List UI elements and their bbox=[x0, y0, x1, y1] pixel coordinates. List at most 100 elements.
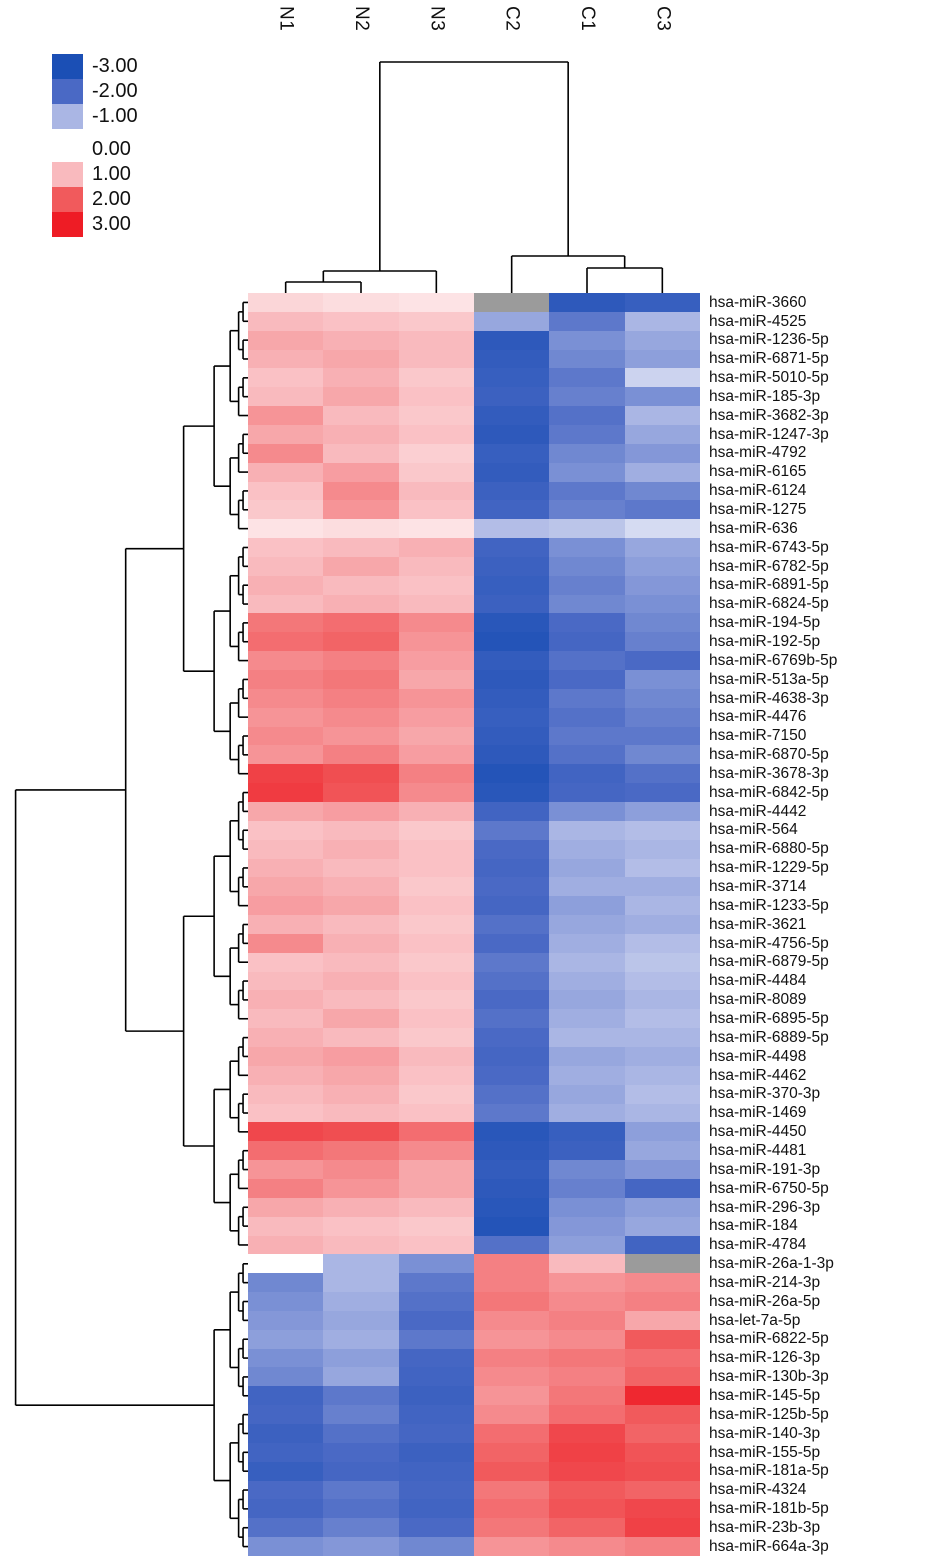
heatmap-cell bbox=[323, 651, 399, 670]
heatmap-cell bbox=[624, 613, 700, 633]
row-label: hsa-miR-140-3p bbox=[709, 1424, 821, 1442]
heatmap-cell bbox=[248, 1047, 324, 1066]
heatmap-cell bbox=[248, 1084, 324, 1104]
heatmap-cell bbox=[474, 971, 550, 991]
heatmap-cell bbox=[398, 651, 474, 670]
heatmap-cell bbox=[474, 311, 550, 331]
heatmap-cell bbox=[549, 387, 625, 407]
heatmap-cell bbox=[624, 1367, 700, 1387]
heatmap-cell bbox=[323, 858, 399, 878]
heatmap-cell bbox=[474, 575, 550, 595]
heatmap-cell bbox=[549, 594, 625, 614]
heatmap-cell bbox=[549, 1160, 625, 1179]
heatmap-cell bbox=[624, 500, 700, 520]
heatmap-cell bbox=[398, 839, 474, 859]
heatmap-cell bbox=[549, 1028, 625, 1048]
heatmap-cell bbox=[323, 1461, 399, 1481]
heatmap-cell bbox=[323, 519, 399, 539]
heatmap-cell bbox=[398, 1047, 474, 1066]
heatmap-cell bbox=[474, 1329, 550, 1349]
heatmap-cell bbox=[248, 387, 324, 407]
heatmap-cell bbox=[624, 368, 700, 388]
heatmap-cell bbox=[248, 1386, 324, 1406]
heatmap-cell bbox=[323, 933, 399, 953]
heatmap-cell bbox=[398, 632, 474, 652]
row-label: hsa-miR-513a-5p bbox=[709, 670, 829, 688]
heatmap-cell bbox=[398, 915, 474, 934]
heatmap-cell bbox=[549, 1009, 625, 1029]
heatmap-cell bbox=[248, 1348, 324, 1368]
heatmap-cell bbox=[549, 481, 625, 501]
heatmap-cell bbox=[474, 1273, 550, 1293]
heatmap-cell bbox=[549, 801, 625, 821]
heatmap-cell bbox=[624, 1141, 700, 1161]
legend-value: 1.00 bbox=[92, 163, 131, 185]
heatmap-cell bbox=[398, 1310, 474, 1330]
heatmap-cell bbox=[248, 707, 324, 727]
heatmap-cell bbox=[323, 1424, 399, 1443]
heatmap-cell bbox=[248, 651, 324, 670]
heatmap-cell bbox=[549, 896, 625, 916]
heatmap-cell bbox=[624, 424, 700, 444]
heatmap-cell bbox=[549, 858, 625, 878]
heatmap-cell bbox=[474, 707, 550, 727]
row-label: hsa-miR-181b-5p bbox=[709, 1500, 829, 1518]
heatmap-cell bbox=[549, 1518, 625, 1538]
row-label: hsa-miR-23b-3p bbox=[709, 1518, 821, 1536]
heatmap-cell bbox=[624, 688, 700, 708]
heatmap-cell bbox=[398, 1292, 474, 1311]
heatmap-cell bbox=[624, 1273, 700, 1293]
heatmap-cell bbox=[248, 1141, 324, 1161]
heatmap-cell bbox=[549, 707, 625, 727]
heatmap-cell bbox=[248, 933, 324, 953]
heatmap-cell bbox=[398, 1348, 474, 1368]
heatmap-grid bbox=[248, 293, 700, 1556]
row-label: hsa-miR-3714 bbox=[709, 878, 807, 896]
heatmap-cell bbox=[248, 1461, 324, 1481]
legend-swatch bbox=[52, 104, 83, 129]
heatmap-cell bbox=[624, 952, 700, 972]
legend-entry: 1.00 bbox=[52, 162, 138, 187]
heatmap-cell bbox=[474, 1424, 550, 1443]
heatmap-cell bbox=[624, 783, 700, 802]
heatmap-cell bbox=[323, 481, 399, 501]
heatmap-cell bbox=[624, 1499, 700, 1519]
heatmap-cell bbox=[624, 349, 700, 369]
row-label: hsa-miR-6769b-5p bbox=[709, 651, 838, 669]
heatmap-cell bbox=[474, 745, 550, 765]
heatmap-cell bbox=[624, 311, 700, 331]
heatmap-cell bbox=[248, 1329, 324, 1349]
heatmap-cell bbox=[549, 688, 625, 708]
heatmap-cell bbox=[398, 1499, 474, 1519]
heatmap-cell bbox=[474, 1480, 550, 1500]
heatmap-cell bbox=[549, 1386, 625, 1406]
heatmap-cell bbox=[624, 820, 700, 840]
heatmap-cell bbox=[323, 575, 399, 595]
heatmap-cell bbox=[474, 387, 550, 407]
heatmap-cell bbox=[398, 293, 474, 312]
heatmap-cell bbox=[474, 1235, 550, 1255]
heatmap-cell bbox=[323, 1518, 399, 1538]
heatmap-cell bbox=[323, 387, 399, 407]
row-label: hsa-miR-4450 bbox=[709, 1123, 807, 1141]
heatmap-cell bbox=[474, 783, 550, 802]
heatmap-cell bbox=[474, 1103, 550, 1123]
heatmap-cell bbox=[398, 1160, 474, 1179]
heatmap-cell bbox=[624, 1310, 700, 1330]
heatmap-cell bbox=[323, 1273, 399, 1293]
heatmap-cell bbox=[624, 1424, 700, 1443]
heatmap-cell bbox=[248, 764, 324, 784]
heatmap-cell bbox=[398, 462, 474, 482]
heatmap-cell bbox=[549, 575, 625, 595]
heatmap-cell bbox=[549, 632, 625, 652]
row-label: hsa-miR-6889-5p bbox=[709, 1028, 829, 1046]
legend-entry: 2.00 bbox=[52, 187, 138, 212]
column-label: N2 bbox=[351, 6, 372, 32]
heatmap-cell bbox=[549, 349, 625, 369]
row-label: hsa-miR-636 bbox=[709, 519, 798, 537]
heatmap-cell bbox=[474, 406, 550, 425]
heatmap-cell bbox=[323, 971, 399, 991]
heatmap-cell bbox=[549, 1480, 625, 1500]
heatmap-cell bbox=[248, 500, 324, 520]
